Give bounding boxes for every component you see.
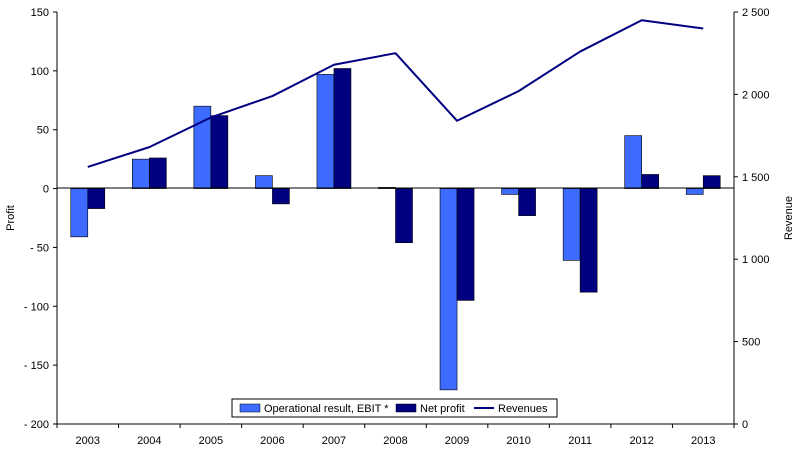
bars-layer: [70, 68, 721, 391]
x-tick-label-2012: 2012: [629, 435, 653, 447]
y-tick-label: 150: [31, 7, 49, 19]
legend-label-revenues: Revenues: [498, 403, 548, 415]
x-tick-label-2005: 2005: [199, 435, 223, 447]
x-tick-label-2009: 2009: [445, 435, 469, 447]
x-tick-label-2008: 2008: [383, 435, 407, 447]
legend-swatch-ebit: [239, 403, 261, 413]
y2-tick-label: 1 000: [742, 254, 770, 266]
bar-ebit-2004: [132, 158, 150, 189]
x-tick-label-2011: 2011: [568, 435, 592, 447]
bar-net-profit-2008: [395, 188, 413, 244]
bar-net-profit-2005: [210, 115, 229, 189]
y2-tick-label: 1 500: [742, 172, 770, 184]
x-tick-label-2010: 2010: [506, 435, 530, 447]
y-axis-title: Profit: [5, 205, 17, 231]
legend-box: [231, 398, 558, 418]
y2-tick-label: 0: [742, 419, 748, 431]
bar-ebit-2010: [501, 188, 519, 195]
bar-ebit-2013: [685, 188, 704, 195]
x-tick-label-2007: 2007: [322, 435, 346, 447]
bar-net-profit-2010: [518, 188, 536, 216]
bar-ebit-2003: [70, 188, 89, 238]
ticks-layer: - 200 - 150 - 100 - 50 0 50 100 150 0 500 1 000 1 5…: [24, 7, 770, 447]
legend: Operational result, EBIT * Net profit Re…: [231, 398, 558, 418]
x-tick-label-2006: 2006: [260, 435, 284, 447]
y-tick-label: 100: [31, 66, 49, 78]
bar-net-profit-2004: [149, 157, 167, 189]
bar-net-profit-2007: [333, 68, 352, 189]
y-tick-label: - 150: [24, 360, 49, 372]
axes-layer: [56, 12, 735, 425]
legend-swatch-net-profit: [395, 403, 417, 413]
y2-axis-title: Revenue: [783, 196, 795, 240]
bar-net-profit-2009: [456, 188, 475, 301]
x-tick-label-2003: 2003: [76, 435, 100, 447]
bar-net-profit-2013: [702, 175, 721, 189]
revenues-line: [87, 19, 704, 168]
x-tick-label-2013: 2013: [691, 435, 715, 447]
y-tick-label: - 200: [24, 419, 49, 431]
bar-net-profit-2012: [641, 174, 659, 189]
bar-ebit-2009: [439, 188, 458, 391]
revenue-line-layer: [87, 19, 704, 168]
x-tick-label-2004: 2004: [137, 435, 161, 447]
bar-ebit-2007: [316, 74, 335, 189]
bar-net-profit-2011: [579, 188, 598, 293]
y-tick-label: 0: [43, 184, 49, 196]
y2-tick-label: 2 500: [742, 7, 770, 19]
bar-ebit-2012: [624, 135, 642, 189]
bar-ebit-2006: [255, 175, 273, 189]
y-tick-label: 50: [37, 125, 49, 137]
legend-label-net-profit: Net profit: [420, 403, 465, 415]
y2-tick-label: 2 000: [742, 89, 770, 101]
y2-tick-label: 500: [742, 337, 760, 349]
y-tick-label: - 100: [24, 301, 49, 313]
bar-net-profit-2003: [87, 188, 106, 209]
bar-net-profit-2006: [272, 188, 290, 205]
bar-ebit-2011: [562, 188, 581, 261]
y-tick-label: - 50: [30, 242, 49, 254]
legend-label-ebit: Operational result, EBIT *: [264, 403, 389, 415]
